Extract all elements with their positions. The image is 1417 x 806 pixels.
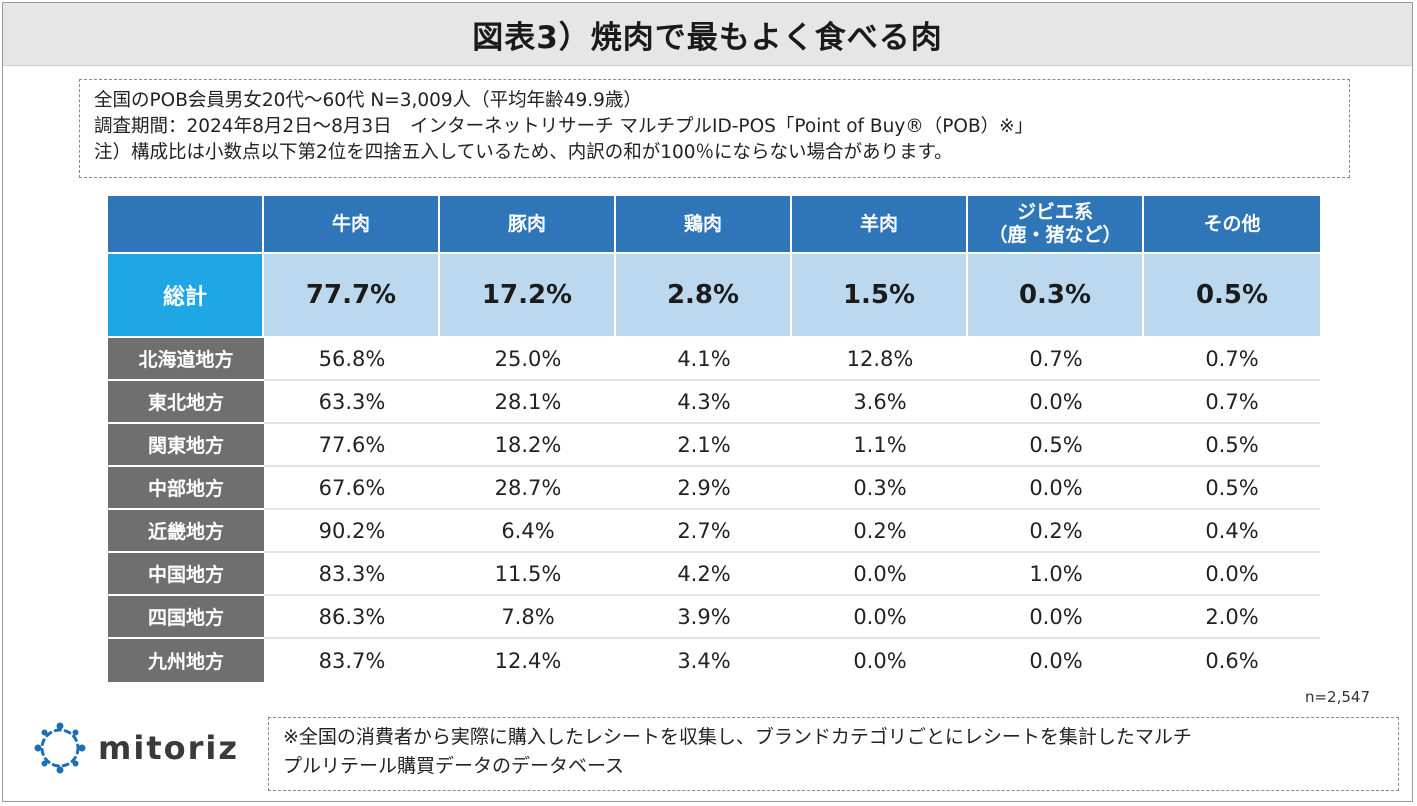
column-header-row: 牛肉 豚肉 鶏肉 羊肉 ジビエ系 （鹿・猪など） その他 xyxy=(108,196,1320,254)
table-row: 九州地方 83.7% 12.4% 3.4% 0.0% 0.0% 0.6% xyxy=(108,639,1320,682)
column-header-gibier-label: ジビエ系 xyxy=(1016,201,1093,223)
table-cell: 63.3% xyxy=(264,381,440,424)
footnote-line: ※全国の消費者から実際に購入したレシートを収集し、ブランドカテゴリごとにレシート… xyxy=(283,726,1192,748)
table-cell: 0.4% xyxy=(1144,510,1320,553)
row-label-region: 四国地方 xyxy=(108,596,264,639)
row-label-region: 東北地方 xyxy=(108,381,264,424)
table-cell: 4.2% xyxy=(616,553,792,596)
table-cell: 0.0% xyxy=(968,467,1144,510)
column-header-chicken: 鶏肉 xyxy=(616,196,792,254)
table-cell: 0.2% xyxy=(792,510,968,553)
table-cell: 11.5% xyxy=(440,553,616,596)
table-cell: 0.0% xyxy=(792,553,968,596)
page-title: 図表3）焼肉で最もよく食べる肉 xyxy=(472,19,943,56)
table-cell: 17.2% xyxy=(440,254,616,338)
note-line-respondents: 全国のPOB会員男女20代〜60代 N=3,009人（平均年齢49.9歳） xyxy=(94,90,642,111)
table-cell: 1.0% xyxy=(968,553,1144,596)
table-row: 北海道地方 56.8% 25.0% 4.1% 12.8% 0.7% 0.7% xyxy=(108,338,1320,381)
column-header-other: その他 xyxy=(1144,196,1320,254)
table-row: 中部地方 67.6% 28.7% 2.9% 0.3% 0.0% 0.5% xyxy=(108,467,1320,510)
note-line-rounding: 注）構成比は小数点以下第2位を四捨五入しているため、内訳の和が100％にならない… xyxy=(94,142,953,163)
table-cell: 0.7% xyxy=(1144,338,1320,381)
column-header-gibier-sublabel: （鹿・猪など） xyxy=(988,224,1122,246)
table-cell: 90.2% xyxy=(264,510,440,553)
table-cell: 12.4% xyxy=(440,639,616,682)
row-label-region: 近畿地方 xyxy=(108,510,264,553)
table-cell: 0.5% xyxy=(1144,254,1320,338)
table-cell: 83.7% xyxy=(264,639,440,682)
table-cell: 0.0% xyxy=(968,596,1144,639)
table-row: 四国地方 86.3% 7.8% 3.9% 0.0% 0.0% 2.0% xyxy=(108,596,1320,639)
sample-size-label: n=2,547 xyxy=(1304,688,1370,706)
column-header-pork: 豚肉 xyxy=(440,196,616,254)
table-cell: 2.1% xyxy=(616,424,792,467)
logo-wordmark: mitoriz xyxy=(98,729,239,767)
meat-share-table: 牛肉 豚肉 鶏肉 羊肉 ジビエ系 （鹿・猪など） その他 総計 77.7% 17… xyxy=(108,196,1320,682)
footnote-line: プルリテール購買データのデータベース xyxy=(283,755,625,777)
note-line-period: 調査期間：2024年8月2日〜8月3日 インターネットリサーチ マルチプルID-… xyxy=(94,116,1034,137)
table-cell: 0.0% xyxy=(968,639,1144,682)
row-label-total: 総計 xyxy=(108,254,264,338)
table-cell: 0.0% xyxy=(792,639,968,682)
table-cell: 0.0% xyxy=(792,596,968,639)
table-row: 関東地方 77.6% 18.2% 2.1% 1.1% 0.5% 0.5% xyxy=(108,424,1320,467)
mitoriz-logo: mitoriz xyxy=(30,718,250,778)
row-label-region: 中国地方 xyxy=(108,553,264,596)
table-cell: 12.8% xyxy=(792,338,968,381)
table-cell: 4.1% xyxy=(616,338,792,381)
table-cell: 86.3% xyxy=(264,596,440,639)
table-cell: 0.5% xyxy=(1144,467,1320,510)
total-row: 総計 77.7% 17.2% 2.8% 1.5% 0.3% 0.5% xyxy=(108,254,1320,338)
table-cell: 2.9% xyxy=(616,467,792,510)
table-cell: 2.8% xyxy=(616,254,792,338)
table-cell: 3.9% xyxy=(616,596,792,639)
region-rows: 北海道地方 56.8% 25.0% 4.1% 12.8% 0.7% 0.7% 東北地方 63.3… xyxy=(108,338,1320,682)
table-row: 中国地方 83.3% 11.5% 4.2% 0.0% 1.0% 0.0% xyxy=(108,553,1320,596)
table-row: 東北地方 63.3% 28.1% 4.3% 3.6% 0.0% 0.7% xyxy=(108,381,1320,424)
row-label-region: 関東地方 xyxy=(108,424,264,467)
row-label-region: 九州地方 xyxy=(108,639,264,682)
table-cell: 0.3% xyxy=(792,467,968,510)
survey-notes-box: 全国のPOB会員男女20代〜60代 N=3,009人（平均年齢49.9歳） 調査… xyxy=(79,79,1350,178)
table-row: 近畿地方 90.2% 6.4% 2.7% 0.2% 0.2% 0.4% xyxy=(108,510,1320,553)
table-cell: 67.6% xyxy=(264,467,440,510)
table-cell: 0.0% xyxy=(1144,553,1320,596)
table-cell: 83.3% xyxy=(264,553,440,596)
table-cell: 0.7% xyxy=(968,338,1144,381)
column-header-gibier: ジビエ系 （鹿・猪など） xyxy=(968,196,1144,254)
table-cell: 77.7% xyxy=(264,254,440,338)
table-cell: 1.5% xyxy=(792,254,968,338)
table-cell: 3.6% xyxy=(792,381,968,424)
table-cell: 56.8% xyxy=(264,338,440,381)
table-cell: 0.2% xyxy=(968,510,1144,553)
table-cell: 0.5% xyxy=(968,424,1144,467)
pob-footnote-box: ※全国の消費者から実際に購入したレシートを収集し、ブランドカテゴリごとにレシート… xyxy=(268,717,1399,791)
table-cell: 3.4% xyxy=(616,639,792,682)
title-bar: 図表3）焼肉で最もよく食べる肉 xyxy=(3,3,1412,66)
table-cell: 1.1% xyxy=(792,424,968,467)
table-cell: 25.0% xyxy=(440,338,616,381)
column-header-beef: 牛肉 xyxy=(264,196,440,254)
table-cell: 0.5% xyxy=(1144,424,1320,467)
table-cell: 0.6% xyxy=(1144,639,1320,682)
table-cell: 28.7% xyxy=(440,467,616,510)
logo-mark-icon xyxy=(34,722,86,774)
table-cell: 77.6% xyxy=(264,424,440,467)
header-corner xyxy=(108,196,264,254)
table-cell: 0.7% xyxy=(1144,381,1320,424)
table-cell: 7.8% xyxy=(440,596,616,639)
table-cell: 2.7% xyxy=(616,510,792,553)
row-label-region: 北海道地方 xyxy=(108,338,264,381)
table-cell: 28.1% xyxy=(440,381,616,424)
table-cell: 2.0% xyxy=(1144,596,1320,639)
table-cell: 4.3% xyxy=(616,381,792,424)
table-cell: 18.2% xyxy=(440,424,616,467)
table-cell: 0.3% xyxy=(968,254,1144,338)
column-header-lamb: 羊肉 xyxy=(792,196,968,254)
table-cell: 0.0% xyxy=(968,381,1144,424)
table-cell: 6.4% xyxy=(440,510,616,553)
row-label-region: 中部地方 xyxy=(108,467,264,510)
